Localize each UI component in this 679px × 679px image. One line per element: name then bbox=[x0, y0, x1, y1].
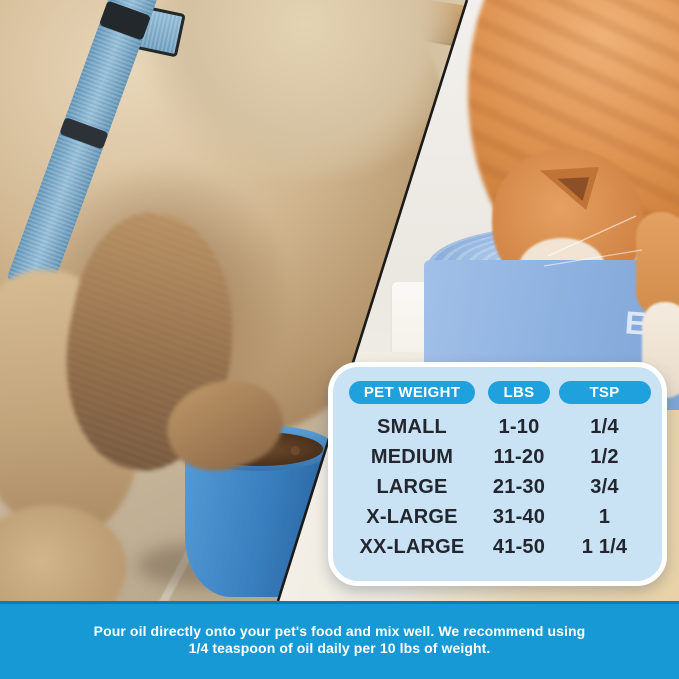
lbs-cell: 21-30 bbox=[492, 475, 546, 498]
dosage-table: PET WEIGHT LBS TSP SMALL 1-10 1/4 MEDIUM… bbox=[328, 362, 667, 586]
tsp-cell: 3/4 bbox=[590, 475, 619, 498]
dosage-table-header: PET WEIGHT LBS TSP bbox=[343, 381, 652, 404]
pet-size-cell: SMALL bbox=[377, 415, 447, 438]
instruction-bar: Pour oil directly onto your pet's food a… bbox=[0, 601, 679, 679]
harness-clip bbox=[59, 116, 109, 150]
harness-buckle bbox=[98, 0, 152, 41]
lbs-cell: 1-10 bbox=[498, 415, 540, 438]
cat-front-leg bbox=[636, 212, 679, 316]
lbs-cell: 11-20 bbox=[493, 445, 545, 468]
table-row: LARGE 21-30 3/4 bbox=[343, 472, 652, 502]
lbs-cell: 41-50 bbox=[492, 535, 546, 558]
instruction-line-1: Pour oil directly onto your pet's food a… bbox=[93, 622, 586, 639]
header-pill-tsp: TSP bbox=[558, 381, 651, 404]
pet-size-cell: X-LARGE bbox=[366, 505, 458, 528]
pet-size-cell: LARGE bbox=[376, 475, 448, 498]
tsp-cell: 1 bbox=[598, 505, 611, 528]
pet-size-cell: MEDIUM bbox=[370, 445, 454, 468]
tsp-cell: 1/4 bbox=[590, 415, 619, 438]
tsp-cell: 1 1/4 bbox=[581, 535, 628, 558]
table-row: SMALL 1-10 1/4 bbox=[343, 412, 652, 442]
lbs-cell: 31-40 bbox=[492, 505, 546, 528]
table-row: MEDIUM 11-20 1/2 bbox=[343, 442, 652, 472]
header-pill-lbs: LBS bbox=[488, 381, 550, 404]
table-row: XX-LARGE 41-50 1 1/4 bbox=[343, 532, 652, 562]
tsp-cell: 1/2 bbox=[590, 445, 619, 468]
instruction-line-2: 1/4 teaspoon of oil daily per 10 lbs of … bbox=[188, 640, 491, 656]
pet-size-cell: XX-LARGE bbox=[359, 535, 465, 558]
table-row: X-LARGE 31-40 1 bbox=[343, 502, 652, 532]
header-pill-pet-weight: PET WEIGHT bbox=[349, 381, 475, 404]
